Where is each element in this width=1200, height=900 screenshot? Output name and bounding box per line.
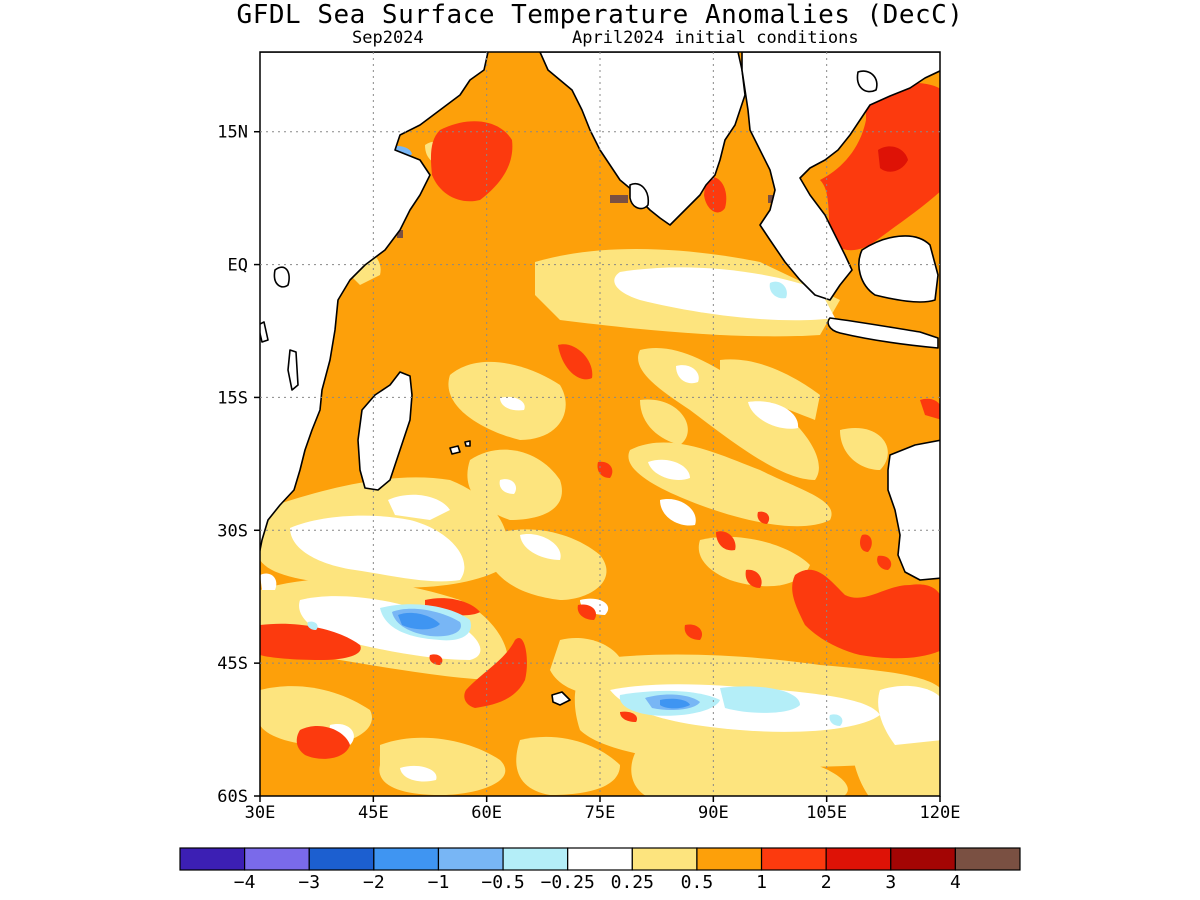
colorbar-label: −2	[363, 872, 385, 893]
colorbar-label: −1	[428, 872, 450, 893]
x-tick-label: 60E	[471, 803, 502, 823]
init-conditions-label: April2024 initial conditions	[572, 28, 859, 48]
chart-title: GFDL Sea Surface Temperature Anomalies (…	[236, 0, 964, 30]
colorbar-label: 0.5	[681, 872, 714, 893]
lake-malawi	[287, 349, 299, 391]
y-tick-label: 15N	[217, 123, 248, 143]
colorbar-swatch	[696, 847, 763, 871]
colorbar-swatch	[373, 847, 440, 871]
africa-arabia-land	[260, 52, 489, 555]
colorbar-label: 4	[950, 872, 961, 893]
colorbar-swatch	[825, 847, 892, 871]
gridlines	[260, 52, 940, 796]
y-tick-label: 15S	[217, 388, 248, 408]
y-tick-label: 30S	[217, 521, 248, 541]
colorbar-swatch	[954, 847, 1021, 871]
y-tick-label: 60S	[217, 787, 248, 807]
anomaly-gt4-speckles	[397, 195, 774, 238]
x-tick-label: 30E	[245, 803, 276, 823]
colorbar-label: 0.25	[611, 872, 654, 893]
colorbar-label: −0.25	[541, 872, 595, 893]
colorbar-swatch	[890, 847, 956, 871]
sri-lanka-land	[629, 183, 650, 210]
colorbar-label: −4	[234, 872, 256, 893]
india-land	[539, 52, 746, 226]
colorbar: −4 −3 −2 −1 −0.5 −0.25 0.25 0.5 1 2 3 4	[179, 847, 1021, 893]
colorbar-swatch	[308, 847, 375, 871]
lake-victoria	[273, 266, 290, 288]
colorbar-swatch	[760, 847, 827, 871]
anomaly-2-3-regions	[878, 146, 908, 172]
anomaly-neg1-2-regions	[398, 612, 690, 709]
southeast-asia-land	[741, 52, 940, 301]
madagascar-land	[357, 371, 413, 491]
colorbar-label: −0.5	[481, 872, 524, 893]
java-island	[827, 317, 939, 349]
x-tick-label: 120E	[920, 803, 961, 823]
reunion-island	[464, 440, 471, 447]
x-tick-label: 90E	[698, 803, 729, 823]
land-masses	[260, 52, 940, 706]
y-tick-label: EQ	[228, 256, 248, 276]
colorbar-label: 1	[756, 872, 767, 893]
y-axis-ticks: 15N EQ 15S 30S 45S 60S	[217, 123, 260, 807]
hainan-island	[856, 70, 878, 93]
colorbar-swatch	[567, 847, 633, 871]
colorbar-label: 2	[821, 872, 832, 893]
colorbar-swatch	[631, 847, 698, 871]
mauritius-island	[449, 445, 461, 455]
colorbar-label: 3	[885, 872, 896, 893]
colorbar-swatch	[244, 847, 310, 871]
colorbar-swatch	[437, 847, 504, 871]
x-axis-ticks: 30E 45E 60E 75E 90E 105E 120E	[245, 796, 961, 823]
y-tick-label: 45S	[217, 654, 248, 674]
colorbar-swatch	[179, 847, 246, 871]
x-tick-label: 105E	[806, 803, 847, 823]
colorbar-label: −3	[298, 872, 320, 893]
borneo-land	[858, 235, 939, 303]
australia-land	[887, 439, 940, 581]
colorbar-swatch	[502, 847, 569, 871]
x-tick-label: 75E	[585, 803, 616, 823]
month-label: Sep2024	[352, 28, 424, 48]
x-tick-label: 45E	[358, 803, 389, 823]
kerguelen-island	[551, 691, 571, 706]
